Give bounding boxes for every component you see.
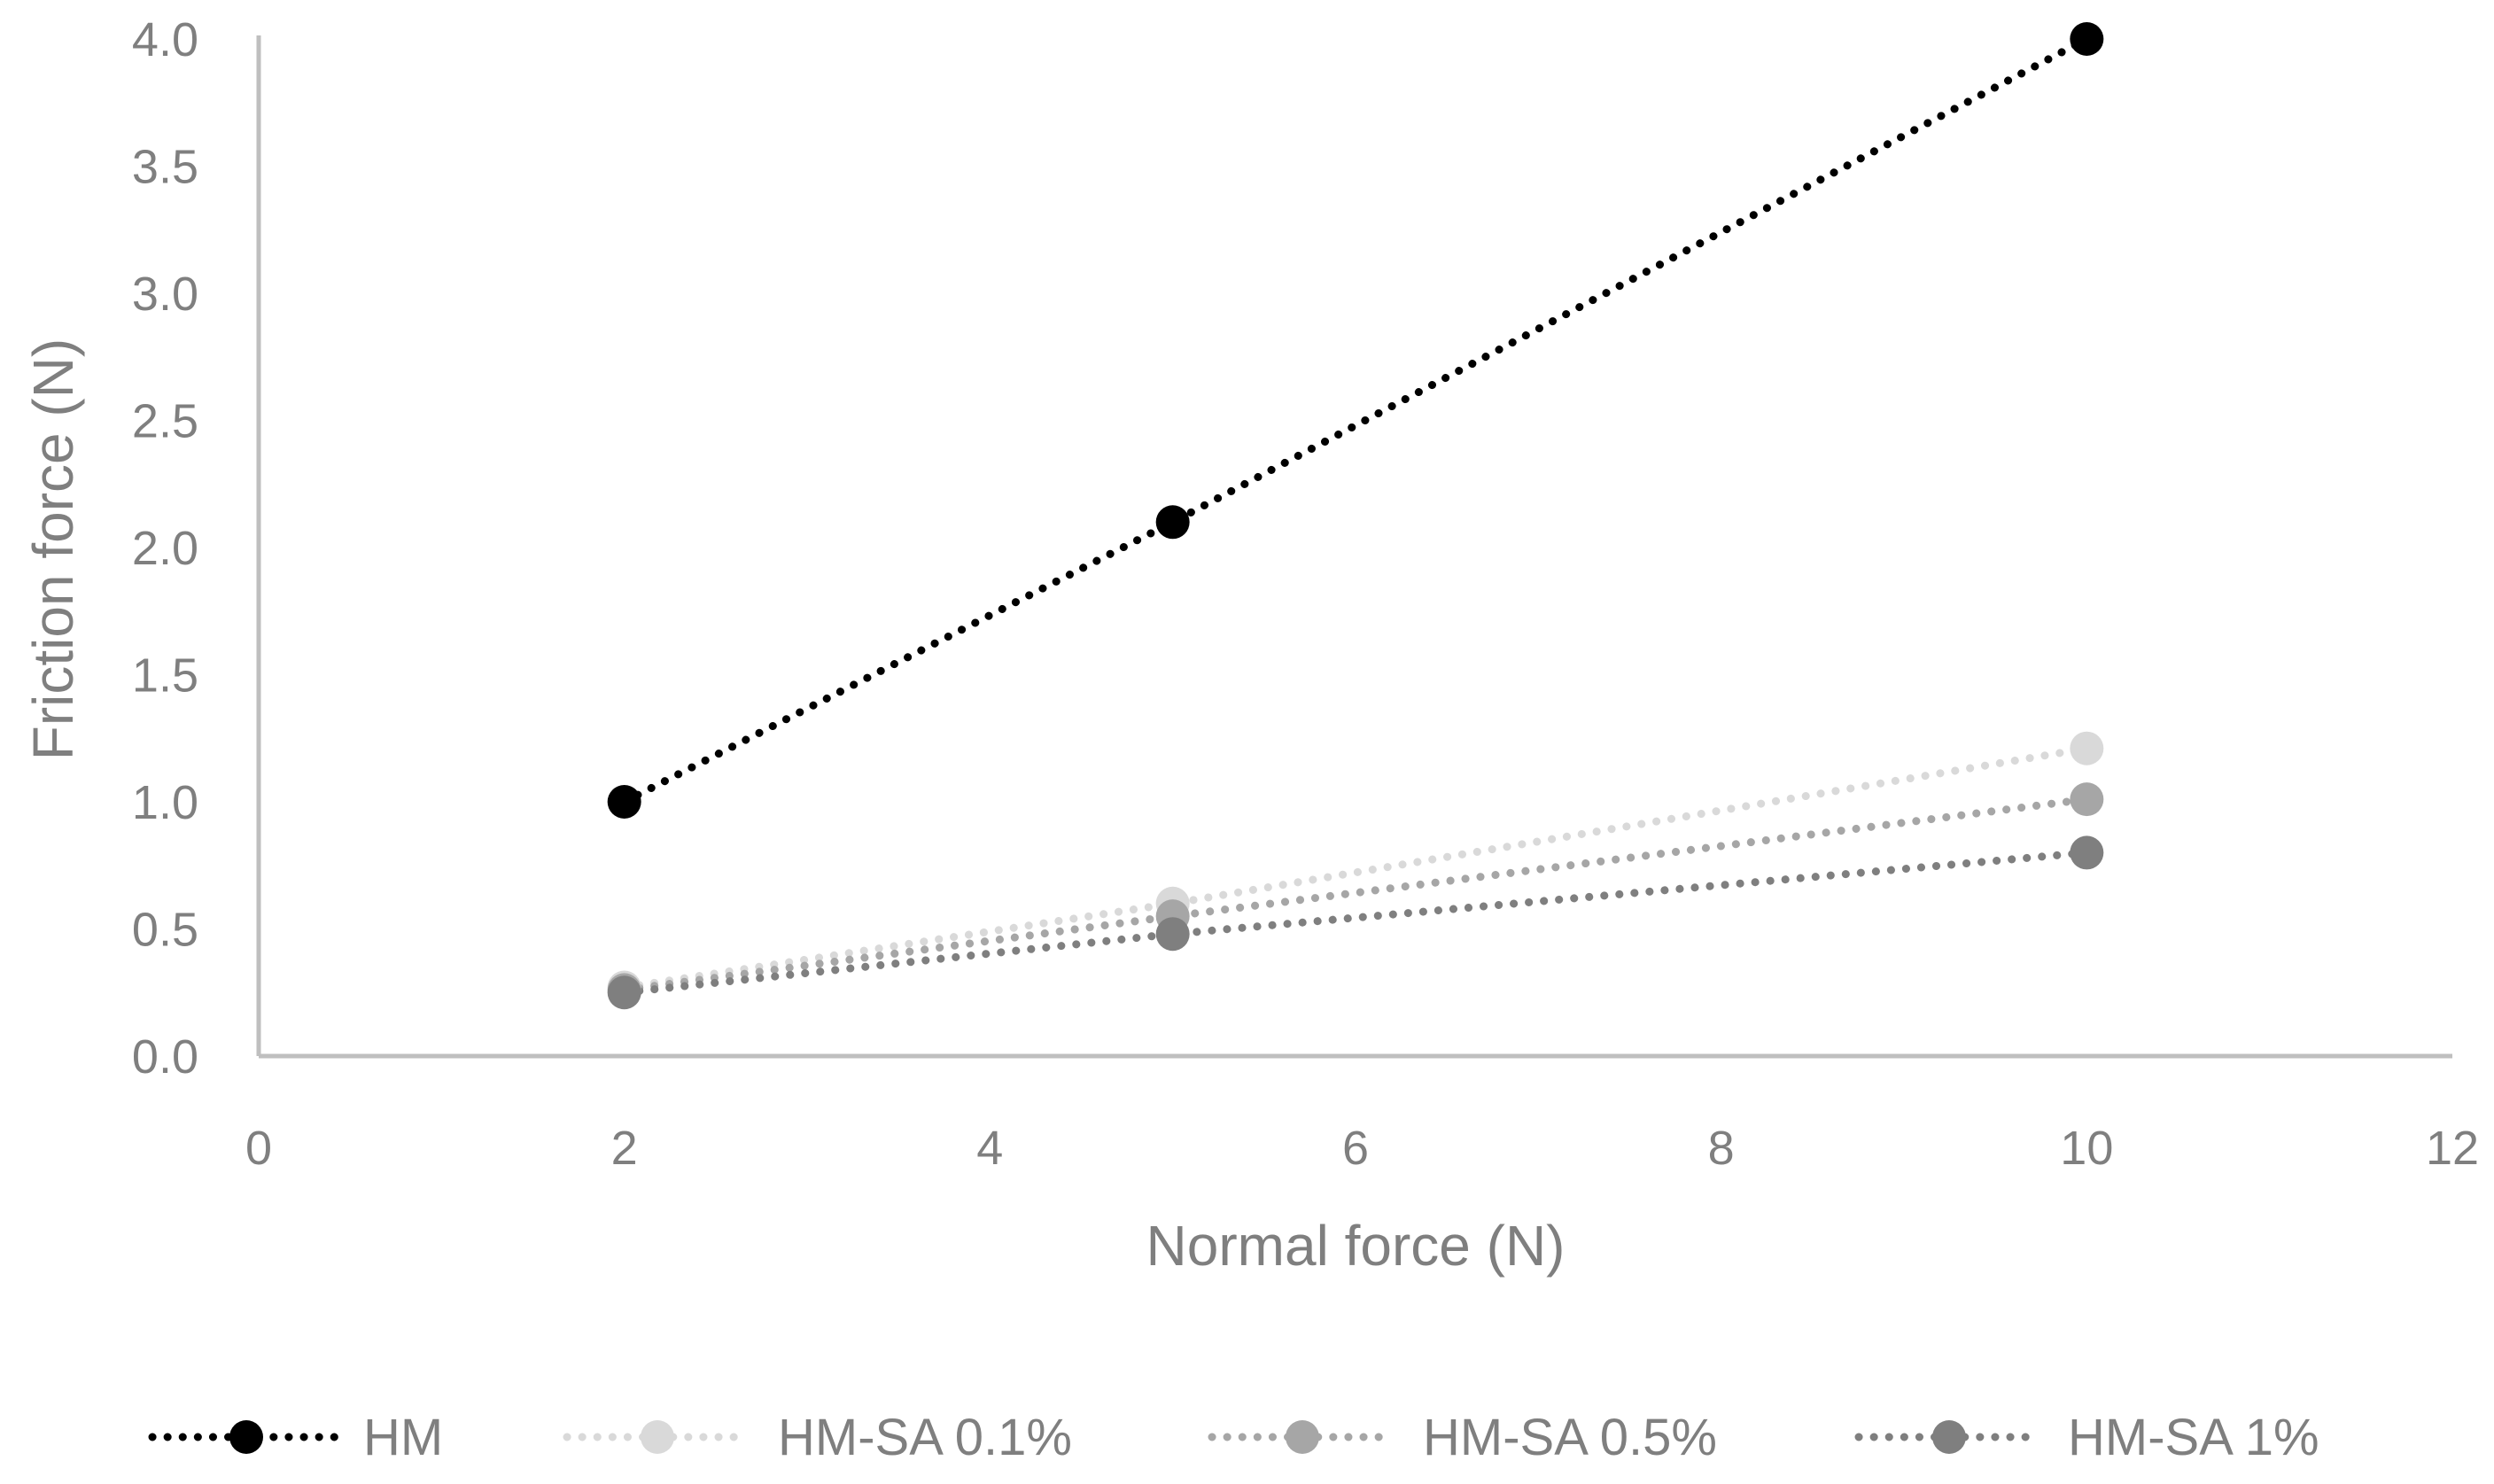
data-point <box>2070 835 2104 870</box>
series-line <box>620 35 2091 806</box>
axes: 0.0 0.5 1.0 1.5 2.0 2.5 3.0 3.5 4.0 0 2 4 6 8 10 12 <box>132 13 2479 1175</box>
legend-item: HM <box>148 1409 443 1466</box>
legend-marker <box>641 1420 674 1454</box>
data-point <box>607 975 641 1010</box>
legend-marker <box>1286 1420 1319 1454</box>
y-tick-label: 2.5 <box>132 395 198 448</box>
y-tick-label: 0.5 <box>132 904 198 957</box>
y-tick-label: 3.5 <box>132 141 198 194</box>
data-point <box>2070 731 2104 765</box>
series-line <box>620 795 2091 994</box>
y-tick-label: 3.0 <box>132 268 198 321</box>
data-point <box>1155 505 1190 540</box>
y-tick-label: 1.0 <box>132 776 198 829</box>
data-point <box>2070 22 2104 56</box>
legend-label: HM <box>363 1409 443 1466</box>
x-tick-label: 0 <box>245 1122 272 1175</box>
legend-item: HM-SA 1% <box>1854 1409 2319 1466</box>
x-axis-title: Normal force (N) <box>1146 1214 1566 1278</box>
legend-item: HM-SA 0.1% <box>563 1409 1072 1466</box>
legend-label: HM-SA 1% <box>2068 1409 2319 1466</box>
y-tick-label: 1.5 <box>132 649 198 703</box>
legend-marker <box>229 1420 263 1454</box>
series-line <box>620 848 2091 997</box>
data-point <box>607 785 641 819</box>
y-tick-label: 0.0 <box>132 1030 198 1084</box>
legend-label: HM-SA 0.1% <box>778 1409 1072 1466</box>
x-tick-label: 10 <box>2060 1122 2113 1175</box>
legend-label: HM-SA 0.5% <box>1423 1409 1717 1466</box>
data-point <box>1155 917 1190 952</box>
plot-area <box>607 22 2104 1010</box>
legend: HM HM-SA 0.1% HM-SA 0.5% HM-SA 1% <box>148 1409 2319 1466</box>
x-tick-label: 4 <box>976 1122 1003 1175</box>
y-axis-title: Friction force (N) <box>21 338 85 761</box>
data-point <box>2070 782 2104 817</box>
x-tick-label: 6 <box>1342 1122 1369 1175</box>
y-tick-label: 4.0 <box>132 13 198 66</box>
legend-marker <box>1932 1420 1966 1454</box>
series-line <box>620 744 2091 992</box>
x-tick-label: 8 <box>1708 1122 1735 1175</box>
y-tick-label: 2.0 <box>132 522 198 575</box>
x-tick-label: 12 <box>2426 1122 2479 1175</box>
legend-item: HM-SA 0.5% <box>1208 1409 1717 1466</box>
x-tick-label: 2 <box>611 1122 638 1175</box>
